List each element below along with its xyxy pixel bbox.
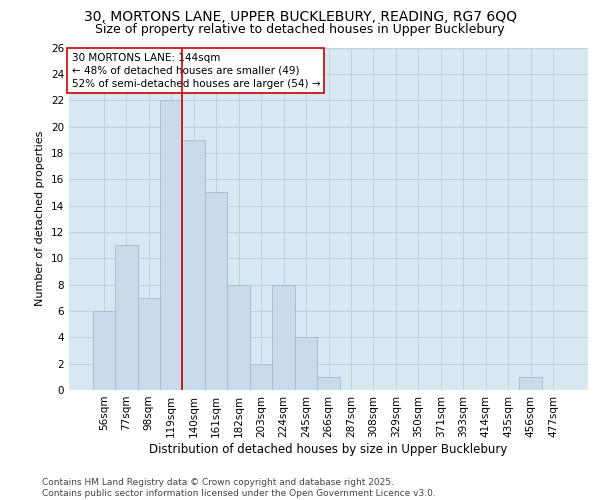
Bar bbox=[205, 192, 227, 390]
Bar bbox=[317, 377, 340, 390]
Y-axis label: Number of detached properties: Number of detached properties bbox=[35, 131, 46, 306]
Text: 30, MORTONS LANE, UPPER BUCKLEBURY, READING, RG7 6QQ: 30, MORTONS LANE, UPPER BUCKLEBURY, READ… bbox=[83, 10, 517, 24]
Bar bbox=[182, 140, 205, 390]
Bar bbox=[115, 245, 137, 390]
X-axis label: Distribution of detached houses by size in Upper Bucklebury: Distribution of detached houses by size … bbox=[149, 442, 508, 456]
Bar bbox=[295, 338, 317, 390]
Bar bbox=[250, 364, 272, 390]
Bar bbox=[272, 284, 295, 390]
Bar bbox=[227, 284, 250, 390]
Bar bbox=[92, 311, 115, 390]
Bar bbox=[160, 100, 182, 390]
Bar bbox=[520, 377, 542, 390]
Bar bbox=[137, 298, 160, 390]
Text: 30 MORTONS LANE: 144sqm
← 48% of detached houses are smaller (49)
52% of semi-de: 30 MORTONS LANE: 144sqm ← 48% of detache… bbox=[71, 52, 320, 89]
Text: Size of property relative to detached houses in Upper Bucklebury: Size of property relative to detached ho… bbox=[95, 22, 505, 36]
Text: Contains HM Land Registry data © Crown copyright and database right 2025.
Contai: Contains HM Land Registry data © Crown c… bbox=[42, 478, 436, 498]
